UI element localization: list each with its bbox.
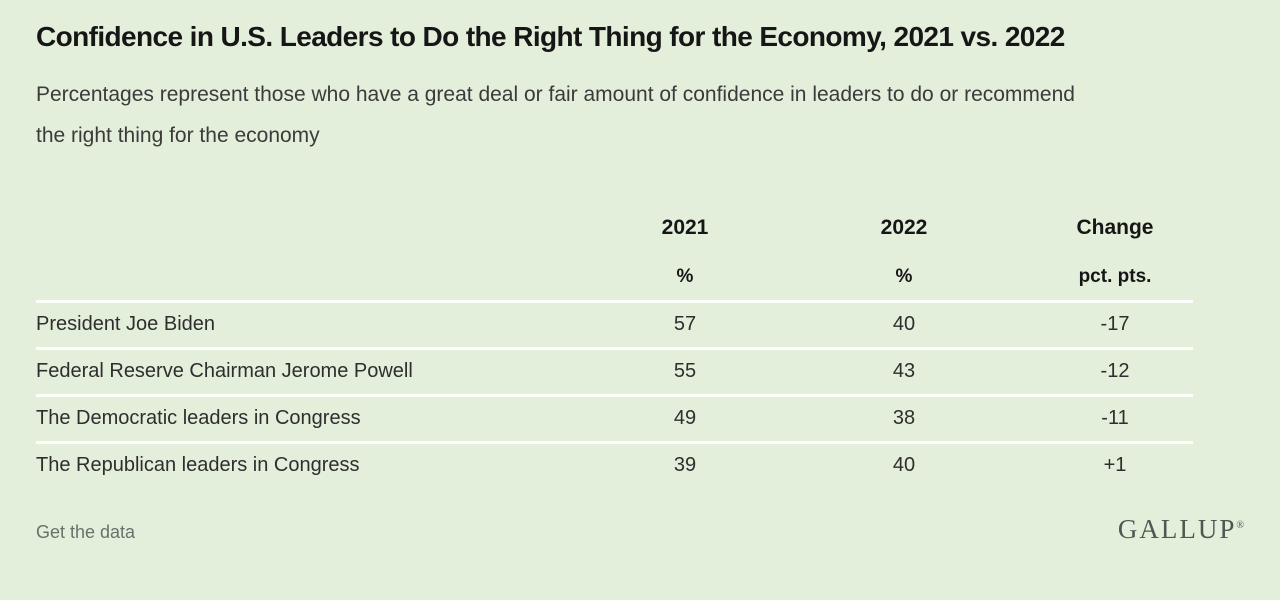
value-change: +1 xyxy=(1103,454,1127,477)
value-change: -17 xyxy=(1100,313,1130,336)
get-the-data-link[interactable]: Get the data xyxy=(36,521,136,542)
value-2021: 49 xyxy=(673,407,697,430)
table-row: The Republican leaders in Congress 39 40… xyxy=(36,440,1193,488)
row-label: Federal Reserve Chairman Jerome Powell xyxy=(36,360,413,383)
gallup-wordmark: GALLUP xyxy=(1117,513,1237,544)
registered-trademark-icon: ® xyxy=(1236,519,1244,531)
value-change: -12 xyxy=(1100,360,1130,383)
column-unit-change: pct. pts. xyxy=(1078,265,1152,287)
table-row: Federal Reserve Chairman Jerome Powell 5… xyxy=(36,346,1193,394)
column-unit-2022: % xyxy=(895,265,913,287)
value-2022: 40 xyxy=(892,454,916,477)
column-header-change: Change xyxy=(1076,215,1154,239)
gallup-logo: GALLUP® xyxy=(1117,513,1244,544)
value-2022: 43 xyxy=(892,360,916,383)
value-2022: 40 xyxy=(892,313,916,336)
column-header-2022: 2022 xyxy=(880,215,928,239)
data-table: 2021 2022 Change % % pct. pts. President… xyxy=(36,202,1193,488)
column-unit-2021: % xyxy=(676,265,694,287)
value-2021: 57 xyxy=(673,313,697,336)
row-label: President Joe Biden xyxy=(36,313,216,336)
column-header-2021: 2021 xyxy=(661,215,709,239)
value-2022: 38 xyxy=(892,407,916,430)
table-row: The Democratic leaders in Congress 49 38… xyxy=(36,393,1193,441)
value-2021: 39 xyxy=(673,454,697,477)
chart-subtitle: Percentages represent those who have a g… xyxy=(36,82,1075,147)
row-label: The Democratic leaders in Congress xyxy=(36,407,361,430)
row-label: The Republican leaders in Congress xyxy=(36,454,360,477)
value-change: -11 xyxy=(1101,407,1129,430)
chart-footer: Get the data GALLUP® xyxy=(36,513,1244,544)
table-header-row: 2021 2022 Change xyxy=(36,202,1193,254)
chart-title: Confidence in U.S. Leaders to Do the Rig… xyxy=(36,21,1065,52)
value-2021: 55 xyxy=(673,360,697,383)
table-row: President Joe Biden 57 40 -17 xyxy=(36,299,1193,347)
table-units-row: % % pct. pts. xyxy=(36,254,1193,300)
